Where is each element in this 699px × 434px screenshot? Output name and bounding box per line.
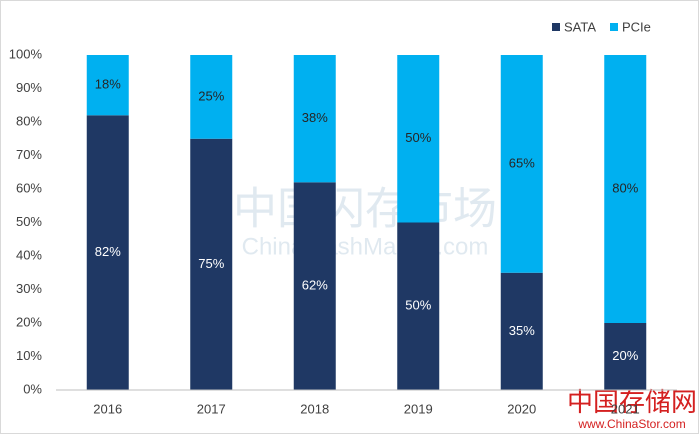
x-tick-label: 2019 xyxy=(404,401,433,416)
data-label: 50% xyxy=(405,130,431,145)
watermark: ChinaFlashMarket.com xyxy=(242,233,489,260)
watermark: 中国存储网 xyxy=(567,387,697,417)
bar-segment xyxy=(86,55,129,116)
legend-swatch xyxy=(552,23,560,31)
watermark: www.ChinaStor.com xyxy=(577,417,685,431)
x-tick-label: 2017 xyxy=(197,401,226,416)
legend-swatch xyxy=(610,23,618,31)
x-tick-label: 2018 xyxy=(300,401,329,416)
data-label: 50% xyxy=(405,298,431,313)
data-label: 38% xyxy=(302,110,328,125)
data-label: 20% xyxy=(612,348,638,363)
bar-segment xyxy=(500,272,543,390)
y-tick-label: 80% xyxy=(16,113,42,128)
bar-segment xyxy=(190,138,233,390)
data-label: 18% xyxy=(95,77,121,92)
data-label: 65% xyxy=(509,155,535,170)
bar-segment xyxy=(397,55,440,223)
y-tick-label: 40% xyxy=(16,247,42,262)
bar-segment xyxy=(604,323,647,390)
bar-segment xyxy=(293,55,336,183)
x-tick-label: 2021 xyxy=(611,401,640,416)
bar-segment xyxy=(397,222,440,390)
bar-segment xyxy=(500,55,543,273)
y-tick-label: 100% xyxy=(9,46,43,61)
data-label: 25% xyxy=(198,88,224,103)
y-tick-label: 20% xyxy=(16,314,42,329)
y-tick-label: 10% xyxy=(16,348,42,363)
bar-segment xyxy=(604,55,647,323)
y-tick-label: 90% xyxy=(16,80,42,95)
y-tick-label: 30% xyxy=(16,281,42,296)
y-tick-label: 50% xyxy=(16,214,42,229)
bar-segment xyxy=(190,55,233,139)
data-label: 62% xyxy=(302,278,328,293)
data-label: 80% xyxy=(612,180,638,195)
y-tick-label: 70% xyxy=(16,147,42,162)
legend-label: SATA xyxy=(564,19,596,34)
legend-label: PCIe xyxy=(622,19,651,34)
bar-segment xyxy=(293,182,336,390)
data-label: 35% xyxy=(509,323,535,338)
x-tick-label: 2020 xyxy=(507,401,536,416)
data-label: 82% xyxy=(95,244,121,259)
y-tick-label: 60% xyxy=(16,180,42,195)
y-tick-label: 0% xyxy=(23,381,42,396)
watermark: 中国闪存市场 xyxy=(233,185,497,234)
x-tick-label: 2016 xyxy=(93,401,122,416)
bar-segment xyxy=(86,115,129,391)
data-label: 75% xyxy=(198,256,224,271)
